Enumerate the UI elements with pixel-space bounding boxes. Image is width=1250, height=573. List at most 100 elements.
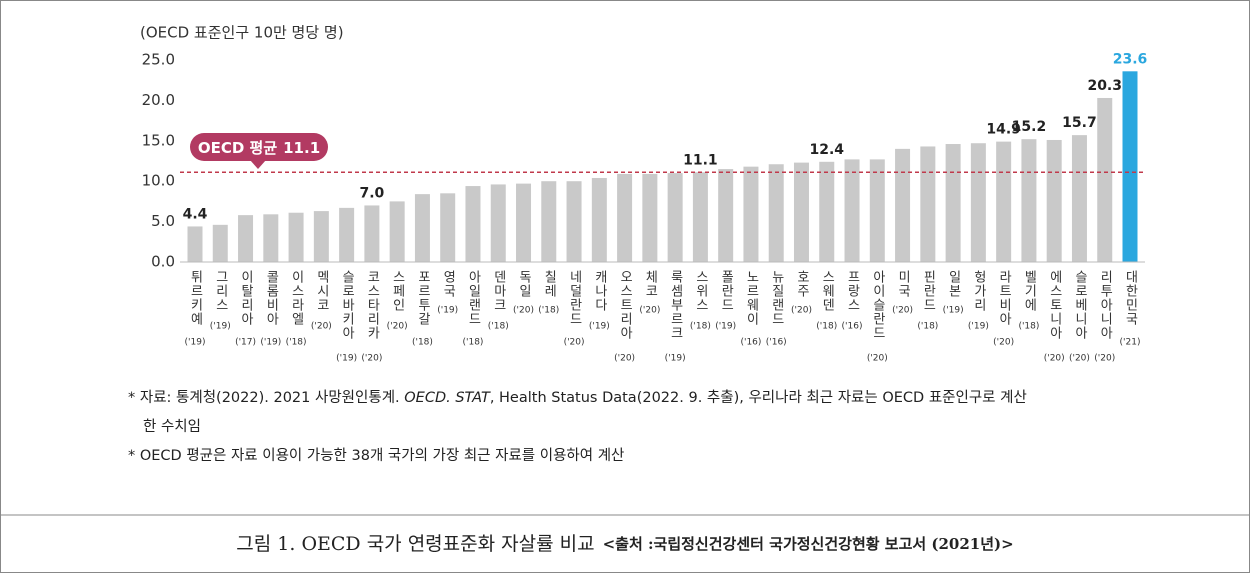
bar — [1097, 97, 1113, 262]
year-label: ('20) — [993, 338, 1014, 348]
year-label: ('16) — [766, 338, 787, 348]
bar — [591, 177, 607, 262]
year-label: ('20) — [387, 322, 408, 332]
y-tick-label: 10.0 — [142, 172, 175, 190]
year-label: ('20) — [867, 354, 888, 364]
year-label: ('20) — [614, 354, 635, 364]
year-label: ('19) — [210, 322, 231, 332]
footnote-part: * 자료: 통계청(2022). 2021 사망원인통계. — [128, 389, 404, 406]
x-tick-label: 아이슬란드 — [870, 270, 885, 340]
year-label: ('19) — [260, 338, 281, 348]
bar — [490, 184, 506, 262]
year-label: ('16) — [842, 322, 863, 332]
x-tick-label: 이스라엘 — [289, 270, 304, 326]
year-label: ('20) — [892, 306, 913, 316]
average-value: 11.1 — [283, 139, 320, 157]
x-tick-label: 독일 — [516, 270, 531, 298]
x-tick-label: 핀란드 — [920, 270, 935, 312]
x-tick-label: 일본 — [946, 270, 961, 298]
footnote: * OECD 평균은 자료 이용이 가능한 38개 국가의 가장 최근 자료를 … — [128, 447, 624, 464]
bar — [465, 186, 481, 262]
year-label: ('16) — [740, 338, 761, 348]
x-tick-label: 슬로베니아 — [1072, 270, 1087, 340]
bar — [440, 193, 456, 262]
value-label: 15.7 — [1062, 115, 1097, 131]
average-badge — [190, 133, 328, 161]
bar — [339, 207, 355, 262]
x-tick-label: 벨기에 — [1021, 270, 1036, 312]
x-tick-label: 튀르키예 — [188, 270, 203, 326]
y-tick-label: 20.0 — [142, 91, 175, 109]
value-label: 4.4 — [183, 206, 208, 222]
bar — [187, 226, 203, 262]
bar — [238, 215, 254, 262]
year-label: ('20) — [1044, 354, 1065, 364]
bar — [692, 172, 708, 262]
year-label: ('20) — [1094, 354, 1115, 364]
y-tick-label: 0.0 — [151, 253, 175, 271]
year-label: ('19) — [185, 338, 206, 348]
footnote-part: , Health Status Data(2022. 9. 추출), 우리나라 … — [490, 389, 1027, 406]
x-tick-label: 그리스 — [213, 270, 228, 312]
y-tick-label: 5.0 — [151, 212, 175, 230]
footnote-part: OECD. STAT — [404, 390, 491, 406]
x-tick-label: 콜롬비아 — [263, 270, 278, 326]
year-label: ('19) — [665, 354, 686, 364]
value-label: 20.3 — [1087, 78, 1122, 94]
value-label: 15.2 — [1012, 119, 1047, 135]
year-label: ('20) — [513, 306, 534, 316]
bar — [869, 159, 885, 262]
year-label: ('20) — [311, 322, 332, 332]
footnote: 한 수치임 — [143, 418, 201, 435]
x-tick-label: 체코 — [642, 270, 657, 298]
bar — [945, 144, 961, 262]
year-label: ('18) — [488, 322, 509, 332]
value-label: 7.0 — [359, 185, 384, 201]
x-tick-label: 호주 — [794, 270, 809, 298]
x-tick-label: 멕시코 — [314, 270, 329, 312]
year-label: ('20) — [564, 338, 585, 348]
bar — [642, 173, 658, 262]
year-label: ('19) — [715, 322, 736, 332]
year-label: ('19) — [589, 322, 610, 332]
caption-source: <출처 :국립정신건강센터 국가정신건강현황 보고서 (2021년)> — [603, 535, 1014, 553]
year-label: ('18) — [538, 306, 559, 316]
bar — [819, 161, 835, 262]
x-tick-label: 스페인 — [390, 270, 405, 312]
x-tick-label: 스위스 — [693, 270, 708, 312]
year-label: ('18) — [1018, 322, 1039, 332]
y-tick-label: 25.0 — [142, 51, 175, 69]
year-label: ('19) — [336, 354, 357, 364]
x-tick-label: 네덜란드 — [567, 270, 582, 326]
year-label: ('20) — [361, 354, 382, 364]
x-tick-label: 슬로바키아 — [339, 270, 354, 340]
caption-title: 그림 1. OECD 국가 연령표준화 자살률 비교 — [236, 533, 594, 555]
bar — [389, 201, 405, 262]
x-tick-label: 칠레 — [541, 270, 556, 298]
bar — [895, 148, 911, 262]
x-tick-label: 아일랜드 — [465, 270, 480, 326]
footnote: * 자료: 통계청(2022). 2021 사망원인통계. OECD. STAT… — [128, 389, 1027, 406]
x-tick-label: 대한민국 — [1123, 270, 1138, 326]
bar — [414, 194, 430, 262]
bar — [313, 211, 329, 262]
value-label: 23.6 — [1113, 51, 1148, 67]
bar — [970, 143, 986, 262]
average-label: OECD 평균 — [198, 139, 277, 157]
year-label: ('19) — [437, 306, 458, 316]
bar — [996, 141, 1012, 262]
footnote-part: 한 수치임 — [143, 418, 201, 435]
bar — [566, 181, 582, 262]
x-tick-label: 에스토니아 — [1047, 270, 1062, 340]
year-label: ('18) — [462, 338, 483, 348]
year-label: ('21) — [1120, 338, 1141, 348]
year-label: ('18) — [816, 322, 837, 332]
x-tick-label: 뉴질랜드 — [769, 270, 784, 326]
x-tick-label: 캐나다 — [592, 270, 607, 312]
year-label: ('18) — [690, 322, 711, 332]
x-tick-label: 포르투갈 — [415, 270, 430, 326]
bar — [793, 162, 809, 262]
year-label: ('17) — [235, 338, 256, 348]
x-tick-label: 폴란드 — [718, 270, 733, 312]
